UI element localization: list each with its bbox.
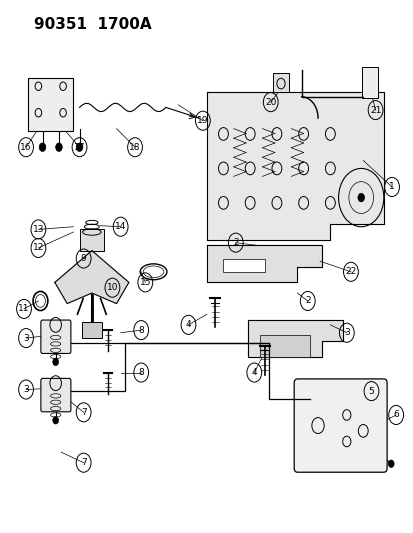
Text: 3: 3 bbox=[343, 328, 349, 337]
FancyBboxPatch shape bbox=[223, 259, 264, 272]
Text: 2: 2 bbox=[304, 296, 310, 305]
Text: 90351  1700A: 90351 1700A bbox=[34, 17, 152, 33]
Circle shape bbox=[53, 358, 58, 366]
Text: 5: 5 bbox=[368, 386, 373, 395]
Text: 22: 22 bbox=[344, 268, 356, 276]
FancyBboxPatch shape bbox=[28, 78, 73, 131]
FancyBboxPatch shape bbox=[361, 67, 377, 98]
Text: 9: 9 bbox=[81, 254, 86, 263]
Text: 15: 15 bbox=[139, 278, 151, 287]
FancyBboxPatch shape bbox=[272, 73, 289, 92]
Text: 10: 10 bbox=[107, 283, 118, 292]
Text: 14: 14 bbox=[115, 222, 126, 231]
Text: 11: 11 bbox=[18, 304, 30, 313]
Text: 3: 3 bbox=[23, 385, 29, 394]
Text: 8: 8 bbox=[138, 368, 144, 377]
Text: 1: 1 bbox=[388, 182, 394, 191]
Text: 7: 7 bbox=[81, 458, 86, 467]
Text: 18: 18 bbox=[129, 143, 140, 152]
Circle shape bbox=[53, 417, 58, 424]
FancyBboxPatch shape bbox=[41, 320, 71, 353]
Circle shape bbox=[357, 193, 363, 202]
Text: 13: 13 bbox=[33, 225, 44, 234]
Polygon shape bbox=[206, 245, 321, 282]
Polygon shape bbox=[55, 251, 128, 304]
Text: 21: 21 bbox=[369, 106, 380, 115]
Text: 3: 3 bbox=[23, 334, 29, 343]
Text: 17: 17 bbox=[74, 143, 85, 152]
FancyBboxPatch shape bbox=[260, 335, 309, 357]
Circle shape bbox=[76, 143, 83, 151]
Text: 12: 12 bbox=[33, 244, 44, 253]
FancyBboxPatch shape bbox=[294, 379, 386, 472]
Text: 19: 19 bbox=[197, 116, 208, 125]
FancyBboxPatch shape bbox=[41, 378, 71, 412]
Text: 16: 16 bbox=[20, 143, 32, 152]
Text: 2: 2 bbox=[233, 238, 238, 247]
FancyBboxPatch shape bbox=[79, 229, 104, 251]
Text: 6: 6 bbox=[392, 410, 398, 419]
Circle shape bbox=[39, 143, 46, 151]
FancyBboxPatch shape bbox=[81, 322, 102, 338]
Text: 7: 7 bbox=[81, 408, 86, 417]
Circle shape bbox=[55, 143, 62, 151]
Circle shape bbox=[387, 460, 393, 467]
Polygon shape bbox=[247, 319, 342, 357]
Text: 4: 4 bbox=[185, 320, 191, 329]
Text: 20: 20 bbox=[264, 98, 276, 107]
Polygon shape bbox=[206, 92, 383, 240]
Text: 4: 4 bbox=[251, 368, 256, 377]
Text: 8: 8 bbox=[138, 326, 144, 335]
